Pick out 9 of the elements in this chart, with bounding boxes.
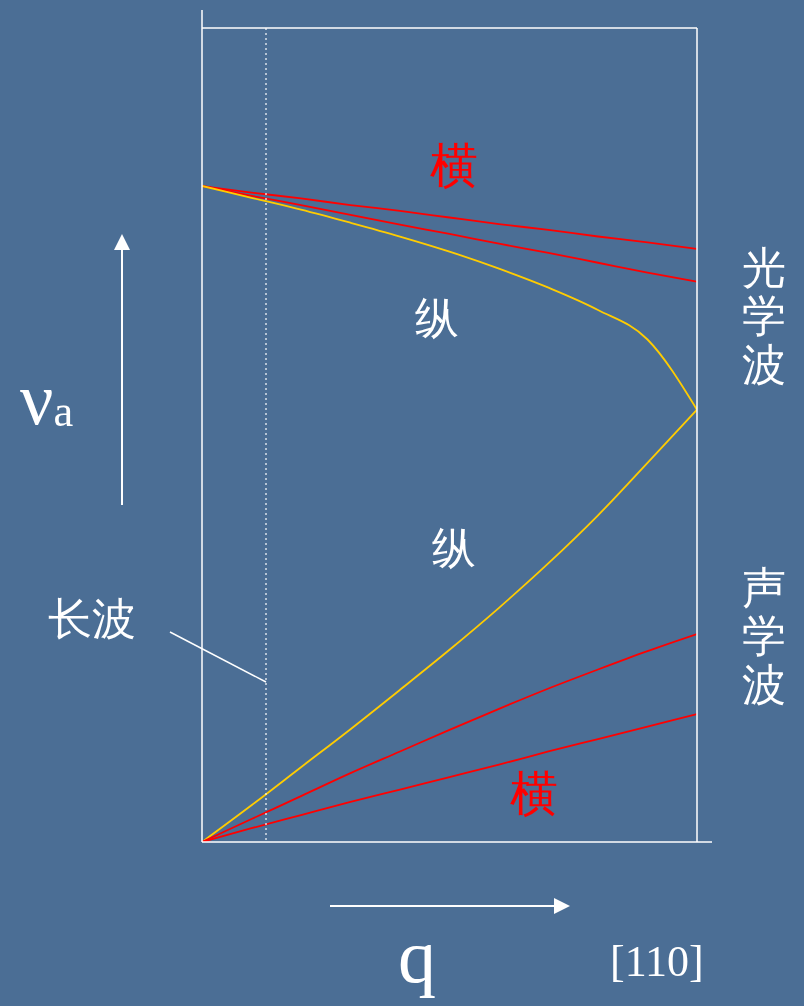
text: [110]: [610, 937, 704, 987]
annotation: 纵: [415, 294, 459, 344]
text: 声学波: [742, 564, 786, 711]
text: 光学波: [742, 244, 786, 391]
annotation: 横: [510, 767, 558, 821]
annotation: 横: [430, 139, 478, 193]
annotation: 纵: [432, 524, 476, 574]
text: 长波: [48, 595, 136, 645]
x-axis-title: q: [398, 914, 436, 998]
